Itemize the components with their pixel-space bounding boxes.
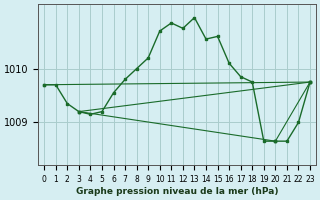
X-axis label: Graphe pression niveau de la mer (hPa): Graphe pression niveau de la mer (hPa) [76,187,278,196]
